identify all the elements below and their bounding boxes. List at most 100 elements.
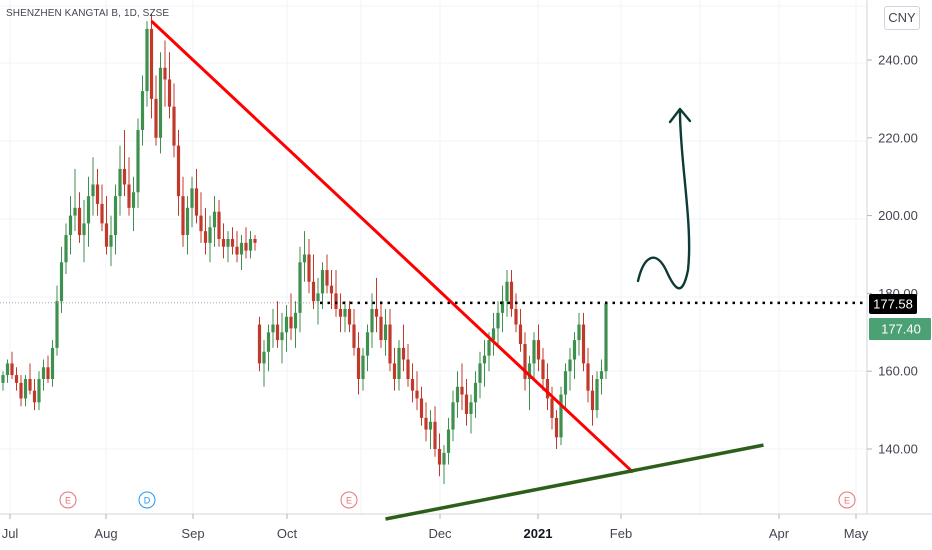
candle <box>379 301 383 348</box>
candle <box>266 324 271 372</box>
candle-body <box>131 192 136 208</box>
candle-body <box>37 378 41 403</box>
candle-body <box>226 238 230 247</box>
candle-body <box>415 390 419 399</box>
candle <box>86 176 91 247</box>
candle-body <box>32 390 37 403</box>
candle <box>190 176 194 228</box>
candle-body <box>176 145 181 197</box>
candle <box>82 200 86 263</box>
candle-body <box>203 231 208 243</box>
ascending-trendline[interactable] <box>385 443 764 521</box>
candle <box>1 371 5 391</box>
candle <box>203 207 208 255</box>
candle-body <box>338 308 343 317</box>
candle-body <box>190 188 194 208</box>
candle-body <box>19 382 23 399</box>
candle <box>568 347 572 391</box>
candle <box>28 363 32 395</box>
candle <box>91 157 95 216</box>
candle-body <box>208 227 212 243</box>
candle <box>10 351 14 379</box>
candle <box>320 262 325 309</box>
earnings-marker[interactable]: E <box>59 491 77 509</box>
candle-body <box>136 130 140 193</box>
y-tick-label: 200.00 <box>878 208 918 223</box>
candle-body <box>172 106 176 146</box>
event-letter: E <box>65 496 71 506</box>
drawings[interactable] <box>0 20 867 521</box>
candle-body <box>217 211 221 239</box>
candle-body <box>541 359 545 379</box>
candle-body <box>41 367 46 379</box>
candle <box>140 75 145 146</box>
candle <box>419 386 424 426</box>
candle <box>469 394 473 434</box>
y-tick-label: 240.00 <box>878 53 918 68</box>
x-tick-label: Sep <box>181 526 204 541</box>
candle-body <box>532 340 536 364</box>
candle <box>185 196 190 255</box>
candle <box>329 270 334 309</box>
candle-body <box>523 343 527 379</box>
candle-body <box>352 324 356 348</box>
candle-body <box>199 215 203 232</box>
candle-body <box>28 378 32 391</box>
candle-body <box>64 235 68 263</box>
time-axis[interactable]: Jul Aug Sep Oct Dec 2021 Feb Apr May <box>2 514 869 541</box>
candle <box>527 355 532 411</box>
candle-body <box>181 196 185 236</box>
candle-body <box>581 324 586 364</box>
candle-body <box>100 203 104 224</box>
candle-body <box>307 254 311 282</box>
earnings-marker[interactable]: E <box>340 491 358 509</box>
candle-body <box>505 281 509 302</box>
x-tick-label: 2021 <box>524 526 553 541</box>
candle-body <box>469 402 473 414</box>
candle <box>446 417 451 465</box>
candle <box>536 324 541 372</box>
candle <box>509 270 514 317</box>
candle-body <box>370 308 374 333</box>
event-circle <box>838 491 856 509</box>
candle <box>23 375 28 407</box>
candle-body <box>473 382 478 403</box>
candle-body <box>536 340 541 360</box>
candle-body <box>104 223 109 247</box>
candle <box>442 445 446 485</box>
candle <box>415 371 419 411</box>
candle-body <box>545 378 550 399</box>
candle-body <box>212 211 217 228</box>
candle-body <box>433 421 437 449</box>
candle <box>460 363 464 411</box>
candle <box>514 293 518 333</box>
candle <box>212 196 217 247</box>
currency-button[interactable]: CNY <box>884 6 920 30</box>
candle-body <box>1 375 5 383</box>
candle-body <box>559 394 563 438</box>
forecast-arrowhead[interactable] <box>668 107 692 124</box>
y-tick-label: 160.00 <box>878 364 918 379</box>
forecast-arrow[interactable] <box>636 110 691 290</box>
x-tick-label: May <box>844 526 869 541</box>
candle-body <box>347 308 352 325</box>
candle <box>523 332 527 391</box>
candle-body <box>374 308 379 317</box>
candle <box>122 130 127 197</box>
candle <box>478 351 482 399</box>
candle-body <box>10 363 14 376</box>
candle <box>113 184 118 255</box>
candle <box>109 215 113 267</box>
x-tick-label: Dec <box>428 526 452 541</box>
candle <box>37 371 41 411</box>
candle <box>244 227 248 259</box>
dividend-marker[interactable]: D <box>138 491 156 509</box>
earnings-marker[interactable]: E <box>838 491 856 509</box>
candle-body <box>460 386 464 395</box>
descending-trendline[interactable] <box>150 20 635 474</box>
candle-body <box>163 67 167 80</box>
candle-body <box>325 270 329 286</box>
